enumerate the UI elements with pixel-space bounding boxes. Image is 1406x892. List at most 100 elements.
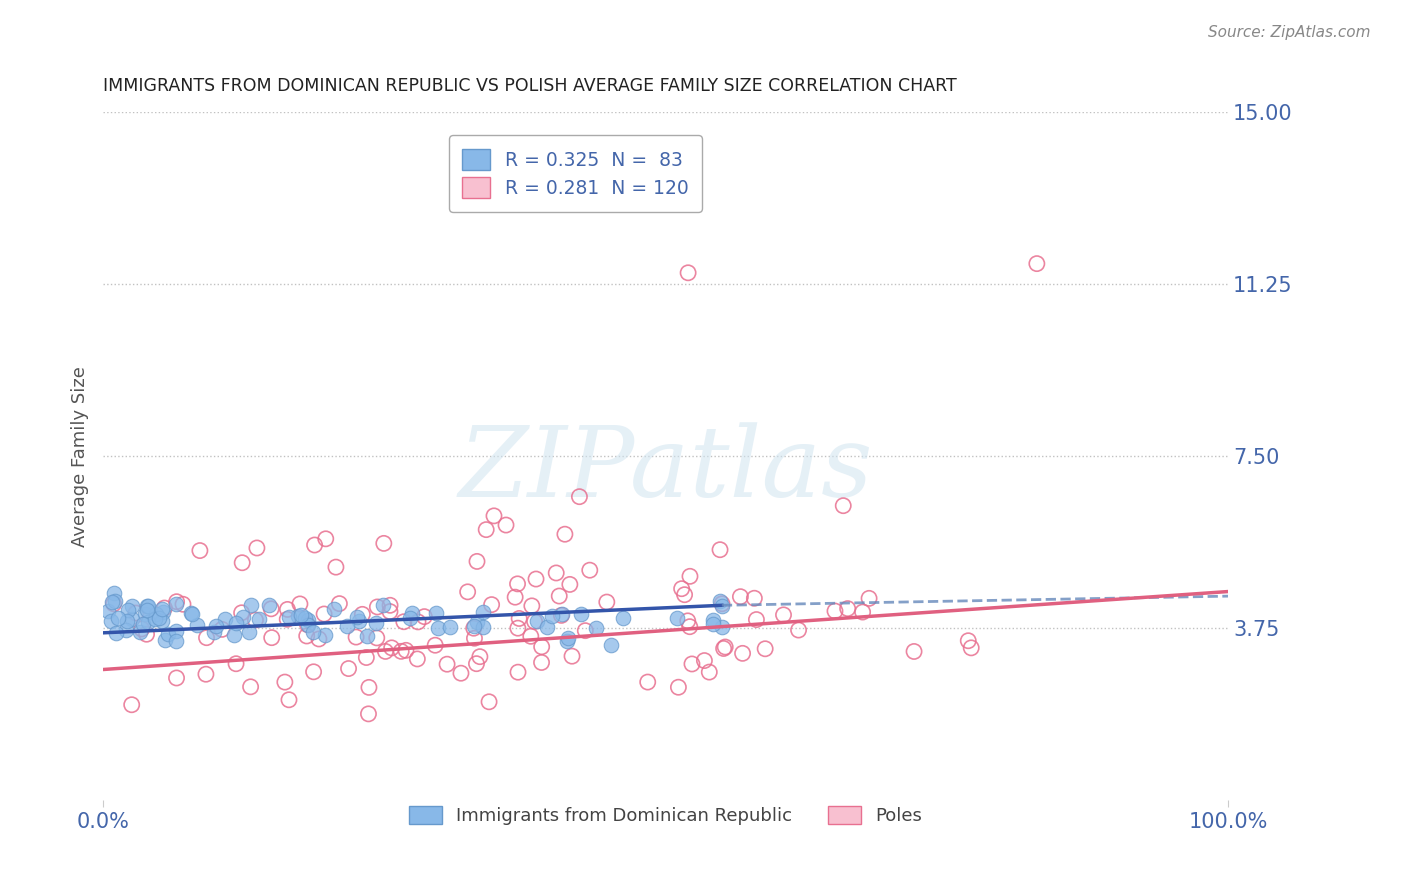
Point [328,597,350,611]
Point [297,618,319,632]
Point [100,614,122,628]
Point [526,615,548,629]
Point [709,542,731,557]
Point [357,706,380,721]
Point [136,603,159,617]
Point [225,615,247,630]
Point [702,617,724,632]
Point [246,541,269,555]
Point [679,569,702,583]
Point [232,610,254,624]
Point [389,644,412,658]
Point [772,607,794,622]
Point [325,560,347,574]
Point [136,615,159,630]
Point [585,621,607,635]
Point [536,620,558,634]
Point [561,649,583,664]
Point [787,623,810,637]
Point [356,629,378,643]
Point [337,661,360,675]
Point [713,641,735,656]
Point [548,589,571,603]
Point [103,594,125,608]
Point [188,543,211,558]
Point [152,602,174,616]
Point [115,623,138,637]
Text: Source: ZipAtlas.com: Source: ZipAtlas.com [1208,25,1371,40]
Point [472,620,495,634]
Point [121,698,143,712]
Point [472,605,495,619]
Point [366,599,388,614]
Point [702,614,724,628]
Point [508,611,530,625]
Point [238,625,260,640]
Point [278,693,301,707]
Point [378,605,401,619]
Point [364,615,387,630]
Point [152,605,174,619]
Point [356,650,378,665]
Point [1025,257,1047,271]
Point [295,629,318,643]
Point [314,627,336,641]
Point [314,607,336,621]
Point [132,617,155,632]
Point [302,665,325,679]
Point [425,606,447,620]
Point [709,594,731,608]
Point [463,632,485,646]
Point [852,605,875,619]
Point [457,585,479,599]
Point [290,607,312,622]
Point [612,611,634,625]
Point [165,624,187,639]
Point [495,518,517,533]
Point [103,597,125,611]
Point [381,640,404,655]
Point [231,606,253,620]
Point [710,620,733,634]
Point [676,266,699,280]
Point [148,611,170,625]
Point [551,607,574,622]
Point [710,599,733,614]
Point [143,612,166,626]
Point [450,666,472,681]
Point [530,640,553,654]
Point [439,620,461,634]
Point [152,614,174,628]
Point [679,620,702,634]
Point [395,643,418,657]
Point [478,695,501,709]
Point [297,614,319,628]
Point [136,599,159,614]
Point [711,597,734,611]
Point [569,607,592,621]
Point [107,611,129,625]
Point [104,626,127,640]
Point [574,624,596,638]
Point [463,619,485,633]
Point [475,523,498,537]
Point [578,563,600,577]
Point [425,638,447,652]
Point [503,590,526,604]
Point [754,641,776,656]
Point [357,681,380,695]
Point [239,680,262,694]
Point [745,613,768,627]
Point [520,599,543,613]
Point [546,566,568,580]
Point [506,577,529,591]
Point [730,590,752,604]
Point [596,595,619,609]
Point [465,554,488,568]
Point [374,644,396,658]
Point [121,612,143,626]
Point [194,667,217,681]
Point [202,625,225,640]
Point [957,633,980,648]
Point [205,618,228,632]
